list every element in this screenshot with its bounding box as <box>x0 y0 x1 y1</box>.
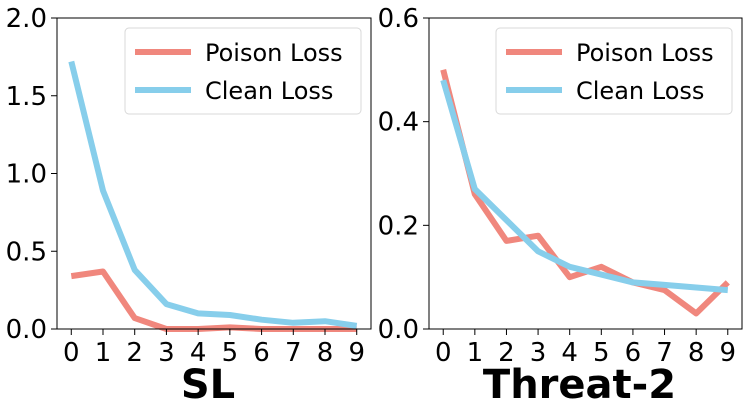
subplot-0: 0.0 0.5 1.0 1.5 2.0 0 1 2 3 4 5 6 7 8 9 SL Poison Loss Cl… <box>6 4 372 408</box>
y-tick-label: 0.4 <box>378 108 419 138</box>
x-tick-label: 2 <box>126 338 143 368</box>
legend: Poison Loss Clean Loss <box>495 27 733 115</box>
legend: Poison Loss Clean Loss <box>124 27 362 115</box>
x-axis-title: Threat-2 <box>483 362 676 408</box>
x-tick-label: 0 <box>435 338 452 368</box>
x-tick-label: 7 <box>285 338 302 368</box>
axes-frame <box>428 17 743 330</box>
x-tick-label: 9 <box>348 338 365 368</box>
x-tick-label: 6 <box>625 338 642 368</box>
y-tick-label: 0.6 <box>378 4 419 34</box>
x-tick-label: 0 <box>63 338 80 368</box>
x-tick-label: 6 <box>253 338 270 368</box>
x-tick-label: 4 <box>190 338 207 368</box>
x-tick-label: 8 <box>688 338 705 368</box>
y-tick-label: 0.5 <box>6 237 47 267</box>
y-tick-label: 0.0 <box>378 315 419 345</box>
x-tick-label: 3 <box>530 338 547 368</box>
x-tick-label: 8 <box>317 338 334 368</box>
legend-label: Clean Loss <box>576 77 704 105</box>
x-tick-label: 2 <box>498 338 515 368</box>
x-tick-label: 5 <box>593 338 610 368</box>
legend-label: Poison Loss <box>576 39 714 67</box>
y-tick-label: 0.0 <box>6 315 47 345</box>
x-tick-label: 1 <box>467 338 484 368</box>
series-line-clean-loss <box>68 60 358 329</box>
subplot-1: 0.0 0.2 0.4 0.6 0 1 2 3 4 5 6 7 8 9 Threat-2 Poison Los… <box>378 4 743 408</box>
x-tick-label: 4 <box>561 338 578 368</box>
legend-label: Clean Loss <box>205 77 333 105</box>
y-tick-label: 1.5 <box>6 82 47 112</box>
y-tick-label: 1.0 <box>6 160 47 190</box>
x-tick-label: 5 <box>222 338 239 368</box>
x-tick-label: 1 <box>95 338 112 368</box>
series-line-clean-loss <box>440 79 729 294</box>
y-tick-label: 2.0 <box>6 4 47 34</box>
x-tick-label: 7 <box>656 338 673 368</box>
y-tick-label: 0.2 <box>378 211 419 241</box>
x-tick-label: 9 <box>719 338 736 368</box>
legend-label: Poison Loss <box>205 39 343 67</box>
x-tick-label: 3 <box>158 338 175 368</box>
x-axis-title: SL <box>181 362 235 408</box>
